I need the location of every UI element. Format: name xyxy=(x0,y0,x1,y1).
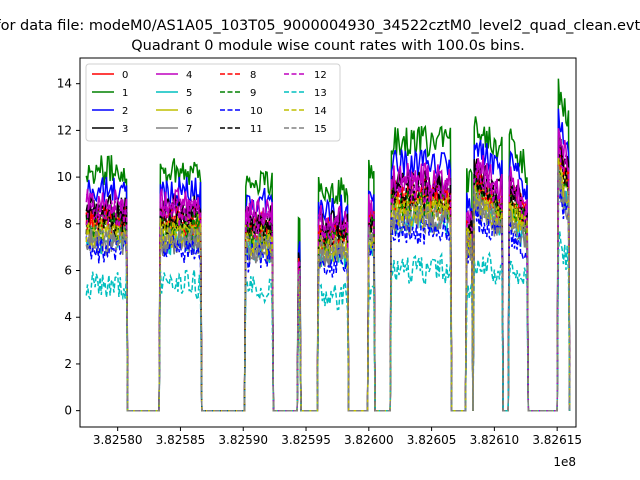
legend-label: 8 xyxy=(250,70,256,81)
legend-label: 6 xyxy=(186,106,192,117)
plot-frame xyxy=(79,57,577,428)
x-tick-label: 3.82600 xyxy=(344,433,394,447)
chart-title: Quadrant 0 module wise count rates with … xyxy=(131,38,525,54)
legend-label: 3 xyxy=(122,124,128,135)
legend-label: 12 xyxy=(314,70,327,81)
legend-label: 2 xyxy=(122,106,128,117)
legend-label: 10 xyxy=(250,106,263,117)
legend-box xyxy=(85,63,341,142)
legend-label: 13 xyxy=(314,88,327,99)
y-tick-label: 2 xyxy=(64,357,72,371)
legend-label: 7 xyxy=(186,124,192,135)
y-tick-label: 0 xyxy=(64,404,72,418)
x-tick-label: 3.82585 xyxy=(156,433,206,447)
x-tick-label: 3.82605 xyxy=(407,433,457,447)
y-axis: 0 2 4 6 8 10 12 14 xyxy=(57,77,80,418)
series-line-14 xyxy=(85,157,571,412)
y-tick-label: 4 xyxy=(64,310,72,324)
x-tick-label: 3.82590 xyxy=(218,433,268,447)
legend-label: 4 xyxy=(186,70,192,81)
series-line-15 xyxy=(85,165,571,412)
legend-label: 0 xyxy=(122,70,128,81)
y-tick-label: 6 xyxy=(64,264,72,278)
suptitle: Plots for data file: modeM0/AS1A05_103T0… xyxy=(0,18,640,34)
series-line-12 xyxy=(85,140,571,412)
y-tick-label: 10 xyxy=(57,170,72,184)
x-tick-label: 3.82610 xyxy=(470,433,520,447)
legend-label: 5 xyxy=(186,88,192,99)
legend-label: 15 xyxy=(314,124,327,135)
x-offset-label: 1e8 xyxy=(553,455,576,469)
series-line-4 xyxy=(85,128,571,412)
y-tick-label: 8 xyxy=(64,217,72,231)
series-layer xyxy=(85,78,571,412)
x-tick-label: 3.82595 xyxy=(281,433,331,447)
y-tick-label: 12 xyxy=(57,123,72,137)
legend-label: 11 xyxy=(250,124,263,135)
x-axis: 3.82580 3.82585 3.82590 3.82595 3.82600 3.826… xyxy=(93,427,582,447)
series-line-13 xyxy=(85,231,571,412)
x-tick-label: 3.82615 xyxy=(532,433,582,447)
legend-label: 9 xyxy=(250,88,256,99)
series-line-10 xyxy=(85,189,571,412)
legend-label: 1 xyxy=(122,88,128,99)
y-tick-label: 14 xyxy=(57,77,72,91)
legend-label: 14 xyxy=(314,106,327,117)
x-tick-label: 3.82580 xyxy=(93,433,143,447)
